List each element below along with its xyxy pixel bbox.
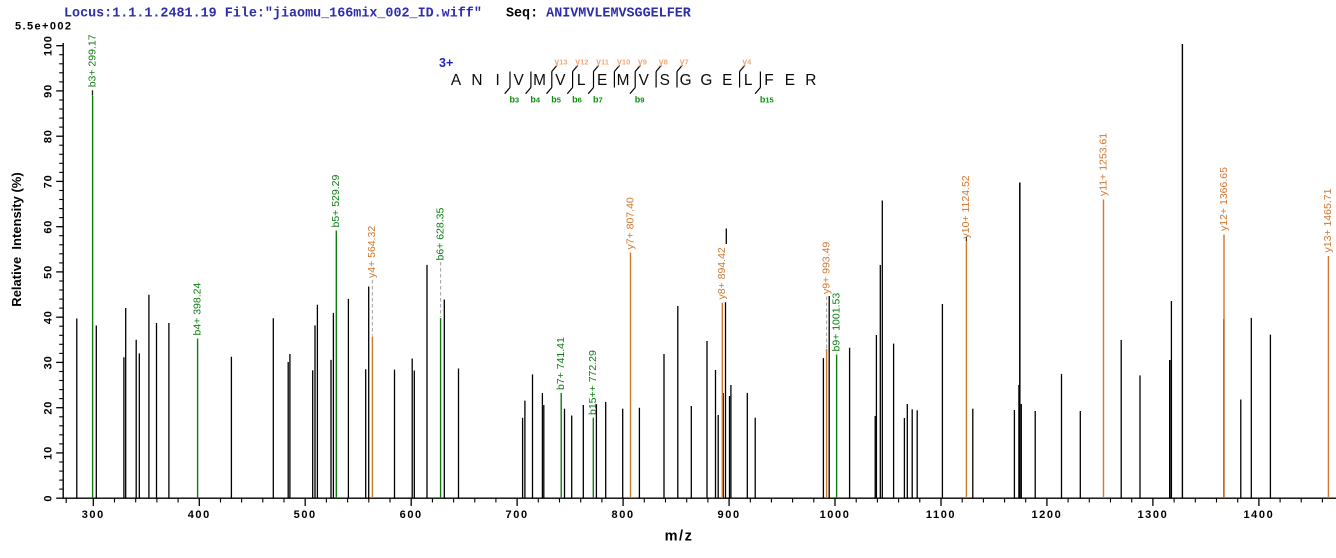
svg-text:90: 90 (43, 84, 55, 98)
svg-text:A: A (451, 72, 462, 89)
svg-text:60: 60 (43, 220, 55, 234)
svg-text:b5: b5 (551, 95, 561, 105)
svg-text:y13: y13 (554, 57, 567, 67)
svg-text:y9+ 993.49: y9+ 993.49 (820, 242, 832, 294)
svg-text:L: L (577, 72, 586, 89)
svg-text:b3+ 299.17: b3+ 299.17 (86, 34, 98, 87)
svg-text:y10: y10 (617, 57, 630, 67)
svg-text:10: 10 (43, 446, 55, 460)
svg-text:30: 30 (43, 355, 55, 369)
svg-text:R: R (805, 72, 816, 89)
svg-text:y7+ 807.40: y7+ 807.40 (624, 197, 636, 249)
svg-text:b3: b3 (510, 95, 520, 105)
svg-text:y13+ 1465.71: y13+ 1465.71 (1322, 188, 1334, 252)
svg-text:E: E (722, 72, 732, 89)
svg-text:b4: b4 (530, 95, 541, 105)
svg-text:y8: y8 (659, 57, 668, 67)
svg-text:V: V (513, 72, 524, 89)
svg-text:0: 0 (43, 495, 55, 502)
svg-text:1000: 1000 (820, 509, 851, 521)
svg-text:70: 70 (43, 174, 55, 188)
svg-text:b7: b7 (593, 95, 603, 105)
svg-text:b15: b15 (760, 95, 774, 105)
svg-text:b6+ 628.35: b6+ 628.35 (434, 207, 446, 260)
svg-text:400: 400 (188, 509, 211, 521)
svg-text:3+: 3+ (439, 56, 453, 70)
svg-text:100: 100 (43, 35, 55, 56)
svg-text:800: 800 (612, 509, 635, 521)
svg-text:y7: y7 (680, 57, 689, 67)
svg-text:G: G (680, 72, 692, 89)
svg-text:V: V (555, 72, 566, 89)
svg-text:E: E (785, 72, 795, 89)
svg-text:I: I (496, 72, 500, 89)
svg-text:1100: 1100 (926, 509, 956, 521)
svg-text:M: M (617, 72, 630, 89)
svg-text:m/z: m/z (665, 529, 694, 545)
svg-text:y4: y4 (742, 57, 752, 67)
svg-text:b9: b9 (635, 95, 645, 105)
svg-text:F: F (764, 72, 773, 89)
svg-text:300: 300 (82, 509, 105, 521)
svg-text:b9+ 1001.53: b9+ 1001.53 (830, 293, 842, 352)
svg-text:L: L (744, 72, 753, 89)
svg-text:y11: y11 (596, 57, 609, 67)
svg-text:V: V (639, 72, 650, 89)
svg-text:b7+ 741.41: b7+ 741.41 (555, 337, 567, 390)
svg-text:E: E (597, 72, 607, 89)
svg-text:80: 80 (43, 129, 55, 143)
svg-text:900: 900 (718, 509, 741, 521)
svg-text:5.5e+002: 5.5e+002 (15, 21, 72, 33)
svg-text:1200: 1200 (1031, 509, 1062, 521)
svg-text:Relative Intensity (%): Relative Intensity (%) (9, 172, 24, 306)
svg-text:y4+ 564.32: y4+ 564.32 (366, 226, 378, 278)
svg-text:700: 700 (506, 509, 529, 521)
svg-text:b4+ 398.24: b4+ 398.24 (191, 282, 203, 335)
svg-text:N: N (471, 72, 482, 89)
svg-text:y10+ 1124.52: y10+ 1124.52 (960, 175, 972, 238)
svg-text:1300: 1300 (1137, 509, 1168, 521)
svg-text:Locus:1.1.1.2481.19 File:"jiao: Locus:1.1.1.2481.19 File:"jiaomu_166mix_… (64, 7, 692, 22)
svg-text:50: 50 (43, 265, 55, 279)
svg-text:1400: 1400 (1243, 509, 1274, 521)
svg-text:y12: y12 (575, 57, 588, 67)
svg-text:20: 20 (43, 401, 55, 415)
svg-text:500: 500 (294, 509, 317, 521)
svg-text:b6: b6 (572, 95, 582, 105)
svg-text:G: G (700, 72, 712, 89)
svg-text:y9: y9 (638, 57, 647, 67)
svg-text:600: 600 (400, 509, 423, 521)
svg-text:M: M (533, 72, 546, 89)
svg-text:y8+ 894.42: y8+ 894.42 (716, 247, 728, 299)
svg-text:b15++ 772.29: b15++ 772.29 (587, 350, 599, 415)
svg-text:y12+ 1366.65: y12+ 1366.65 (1218, 167, 1230, 231)
svg-text:40: 40 (43, 310, 55, 324)
svg-text:y11+ 1253.61: y11+ 1253.61 (1097, 133, 1109, 196)
svg-text:b5+ 529.29: b5+ 529.29 (330, 174, 342, 227)
svg-text:S: S (660, 72, 670, 89)
